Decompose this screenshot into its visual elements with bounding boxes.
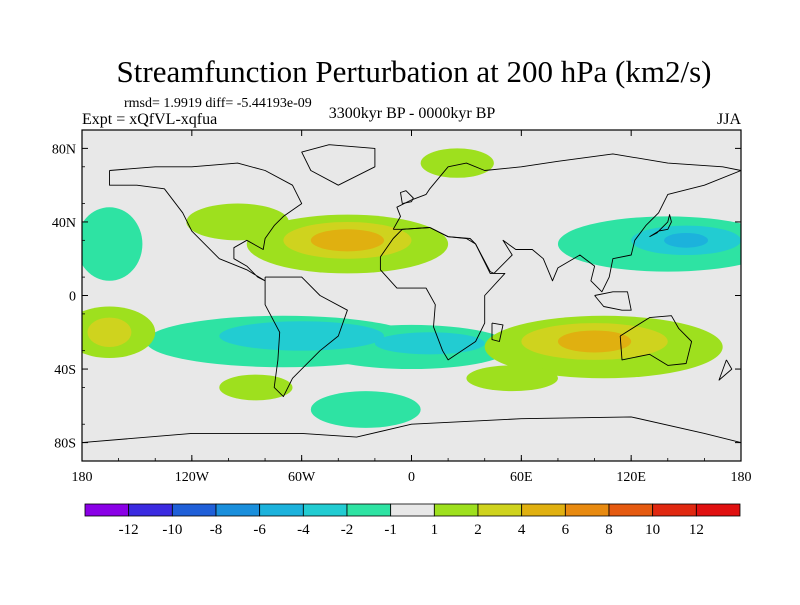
contour-region-2 [186, 203, 289, 241]
contour-region--4 [374, 332, 485, 355]
period-label: 3300kyr BP - 0000kyr BP [329, 105, 496, 122]
axes: 180 120W 60W 0 60E 120E 180 80N 40N 0 40S 80S [52, 129, 752, 485]
colorbar-swatch [171, 503, 217, 517]
contour-region-6 [557, 330, 632, 353]
x-tick-label: 120E [616, 470, 646, 485]
x-tick-label: 60E [510, 470, 533, 485]
stats-label: rmsd= 1.9919 diff= -5.44193e-09 [124, 96, 312, 111]
colorbar-swatch [695, 503, 741, 517]
y-tick-label: 40N [52, 216, 76, 231]
colorbar-label: -1 [384, 522, 397, 538]
y-tick-label: 40S [54, 363, 76, 378]
colorbar-swatch [128, 503, 173, 517]
chart-title: Streamfunction Perturbation at 200 hPa (… [117, 54, 712, 89]
x-tick-label: 120W [175, 470, 210, 485]
contour-region--4 [219, 321, 385, 351]
colorbar-label: 1 [431, 522, 439, 538]
contour-region-4 [87, 317, 132, 347]
colorbar-label: 6 [562, 522, 570, 538]
coastline [82, 416, 741, 444]
colorbar-swatch [521, 503, 566, 517]
coastline [619, 315, 693, 366]
colorbar-swatch [259, 503, 304, 517]
coastline [594, 291, 632, 311]
colorbar-label: -8 [210, 522, 223, 538]
colorbar-swatch [433, 503, 479, 517]
coastline [264, 276, 348, 398]
colorbar-label: 8 [605, 522, 613, 538]
colorbar-swatch [302, 503, 348, 517]
contour-region-2 [466, 365, 558, 392]
x-tick-label: 180 [731, 470, 752, 485]
map-area [81, 129, 742, 462]
colorbar-label: -4 [297, 522, 310, 538]
coastline [301, 144, 376, 186]
coastline-group [82, 144, 741, 444]
contour-region-2 [219, 374, 293, 401]
season-label: JJA [717, 111, 741, 128]
colorbar-swatch [84, 503, 130, 517]
colorbar-swatch [477, 503, 523, 517]
colorbar-label: -6 [253, 522, 266, 538]
colorbar-swatch [390, 503, 435, 517]
colorbar-swatch [608, 503, 654, 517]
colorbar-label: -2 [341, 522, 354, 538]
y-tick-label: 80S [54, 437, 76, 452]
colorbar-label: 12 [689, 522, 704, 538]
contour-fill-group [82, 148, 741, 428]
colorbar-label: 2 [474, 522, 482, 538]
coastline [379, 227, 506, 361]
coastline [718, 359, 733, 381]
x-tick-label: 0 [408, 470, 415, 485]
colorbar-swatch [652, 503, 697, 517]
colorbar-swatch [346, 503, 392, 517]
colorbar-label: -10 [162, 522, 182, 538]
contour-region--6 [664, 232, 709, 248]
coastline [491, 322, 504, 342]
contour-region--2 [310, 391, 421, 428]
colorbar-label: -12 [119, 522, 139, 538]
coastline [649, 214, 672, 238]
colorbar-swatch [564, 503, 610, 517]
x-tick-label: 60W [288, 470, 316, 485]
y-tick-label: 0 [69, 290, 76, 305]
y-tick-label: 80N [52, 142, 76, 157]
colorbar-label: 10 [645, 522, 660, 538]
x-tick-label: 180 [72, 470, 93, 485]
contour-region-6 [310, 229, 385, 252]
contour-region-2 [420, 148, 494, 178]
colorbar-swatch [215, 503, 261, 517]
coastline [400, 190, 414, 205]
experiment-label: Expt = xQfVL-xqfua [82, 111, 217, 128]
coastline [109, 162, 303, 282]
colorbar-label: 4 [518, 522, 526, 538]
contour-region--2 [82, 207, 143, 281]
colorbar: -12 -10 -8 -6 -4 -2 -1 1 2 4 6 8 10 12 [84, 503, 741, 538]
